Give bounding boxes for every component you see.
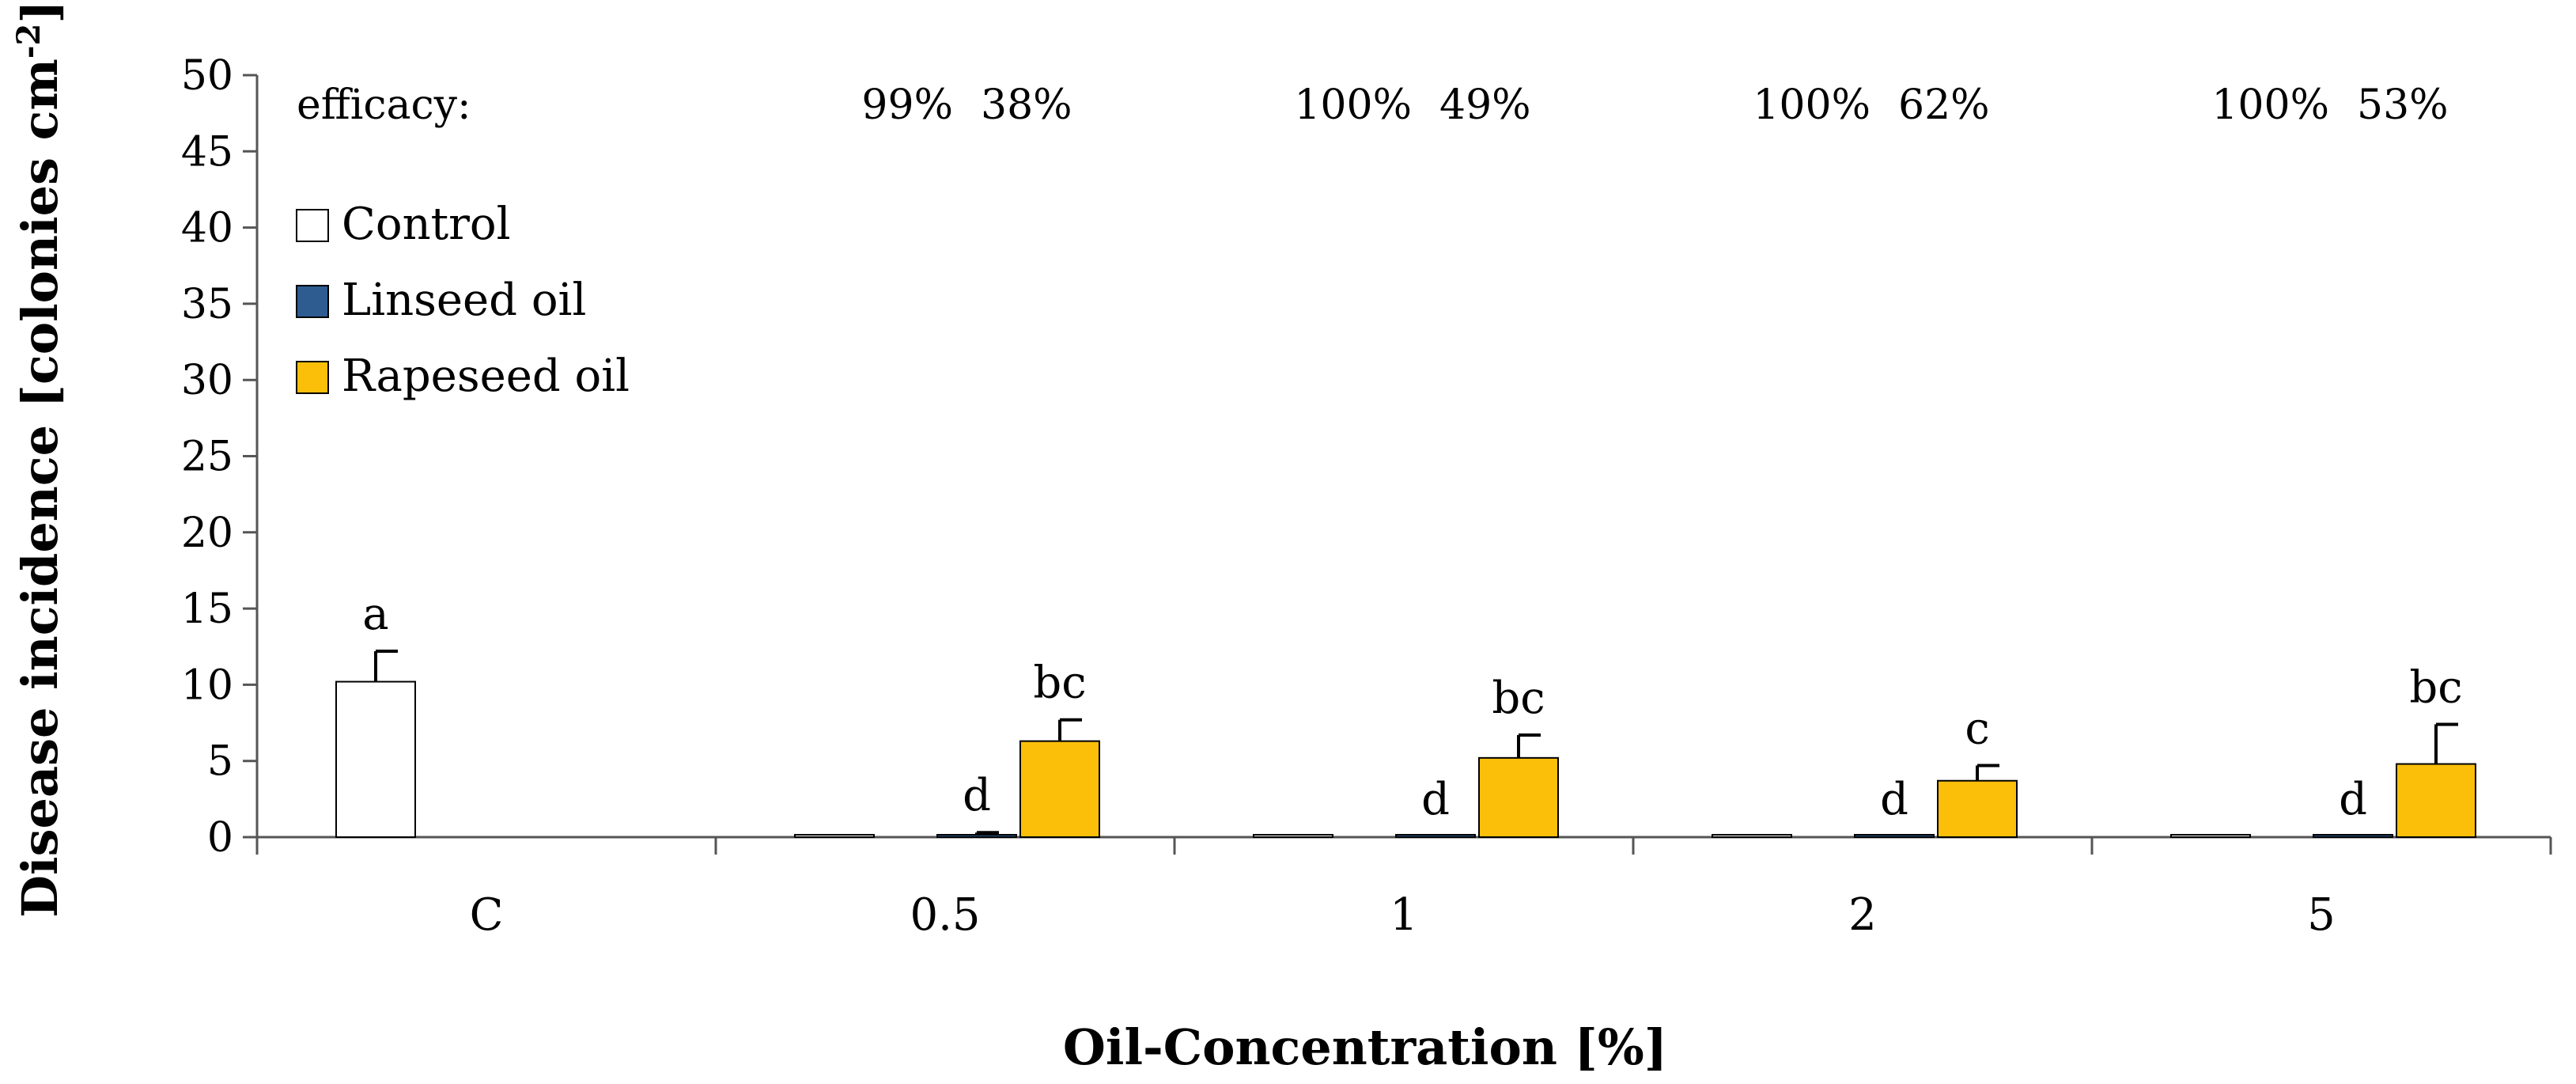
- efficacy-label: efficacy:: [297, 81, 471, 129]
- bar-linseed-oil: [1854, 834, 1935, 838]
- efficacy-linseed-value: 99%: [861, 81, 953, 129]
- significance-letter: bc: [1033, 658, 1086, 709]
- significance-letter: d: [1880, 774, 1908, 825]
- bar-control: [794, 834, 875, 838]
- significance-letter: bc: [1492, 673, 1545, 724]
- y-tick-label: 0: [207, 814, 233, 862]
- bar-linseed-oil: [2313, 834, 2393, 838]
- bar-control: [2170, 834, 2251, 838]
- legend-swatch: [296, 209, 329, 242]
- y-tick-label: 40: [181, 205, 233, 252]
- significance-letter: a: [362, 589, 388, 640]
- bar-linseed-oil: [936, 834, 1017, 838]
- efficacy-rapeseed-value: 53%: [2357, 81, 2449, 129]
- bar-rapeseed-oil: [2396, 763, 2476, 838]
- efficacy-rapeseed-value: 38%: [981, 81, 1072, 129]
- bars-layer: [335, 650, 2476, 839]
- x-tick-label: 0.5: [910, 889, 980, 941]
- y-tick-label: 5: [207, 738, 233, 786]
- y-tick-label: 30: [181, 357, 233, 404]
- y-tick-label: 35: [181, 281, 233, 328]
- bar-control: [1253, 834, 1333, 838]
- y-tick-label: 15: [181, 586, 233, 633]
- efficacy-rapeseed-value: 49%: [1439, 81, 1531, 129]
- efficacy-rapeseed-value: 62%: [1898, 81, 1990, 129]
- bar-control: [335, 680, 416, 838]
- legend-swatch: [296, 361, 329, 394]
- y-tick-label: 10: [181, 661, 233, 709]
- axes-layer: [243, 74, 2552, 855]
- y-tick-label: 25: [181, 434, 233, 481]
- y-axis-title: Disease incidence [colonies cm-2]: [10, 0, 69, 917]
- legend-label: Control: [342, 199, 511, 250]
- x-axis-title: Oil-Concentration [%]: [1063, 1018, 1667, 1076]
- y-axis-title-end: ]: [11, 0, 69, 23]
- significance-letter: bc: [2409, 661, 2462, 713]
- x-tick-label: 5: [2307, 889, 2336, 941]
- significance-letter: d: [2339, 774, 2367, 825]
- y-axis-title-main: Disease incidence [colonies cm: [11, 59, 69, 918]
- legend-label: Rapeseed oil: [342, 351, 630, 402]
- legend-label: Linseed oil: [342, 275, 586, 326]
- y-tick-label: 20: [181, 510, 233, 557]
- bar-rapeseed-oil: [1937, 779, 2018, 838]
- significance-letter: d: [1421, 774, 1450, 825]
- y-axis-title-superscript: -2: [10, 24, 47, 59]
- x-tick-label: C: [470, 889, 504, 941]
- bar-rapeseed-oil: [1019, 740, 1100, 838]
- legend-swatch: [296, 285, 329, 318]
- bar-linseed-oil: [1395, 834, 1476, 838]
- y-tick-label: 50: [181, 52, 233, 100]
- efficacy-linseed-value: 100%: [2211, 81, 2329, 129]
- significance-letter: d: [963, 770, 991, 821]
- significance-letter: c: [1965, 703, 1989, 754]
- y-tick-label: 45: [181, 128, 233, 176]
- bar-control: [1712, 834, 1792, 838]
- bar-rapeseed-oil: [1478, 756, 1559, 839]
- legend: Control Linseed oil Rapeseed oil: [296, 199, 630, 402]
- efficacy-linseed-value: 100%: [1753, 81, 1871, 129]
- x-tick-label: 1: [1390, 889, 1418, 941]
- efficacy-linseed-value: 100%: [1294, 81, 1412, 129]
- x-tick-label: 2: [1848, 889, 1877, 941]
